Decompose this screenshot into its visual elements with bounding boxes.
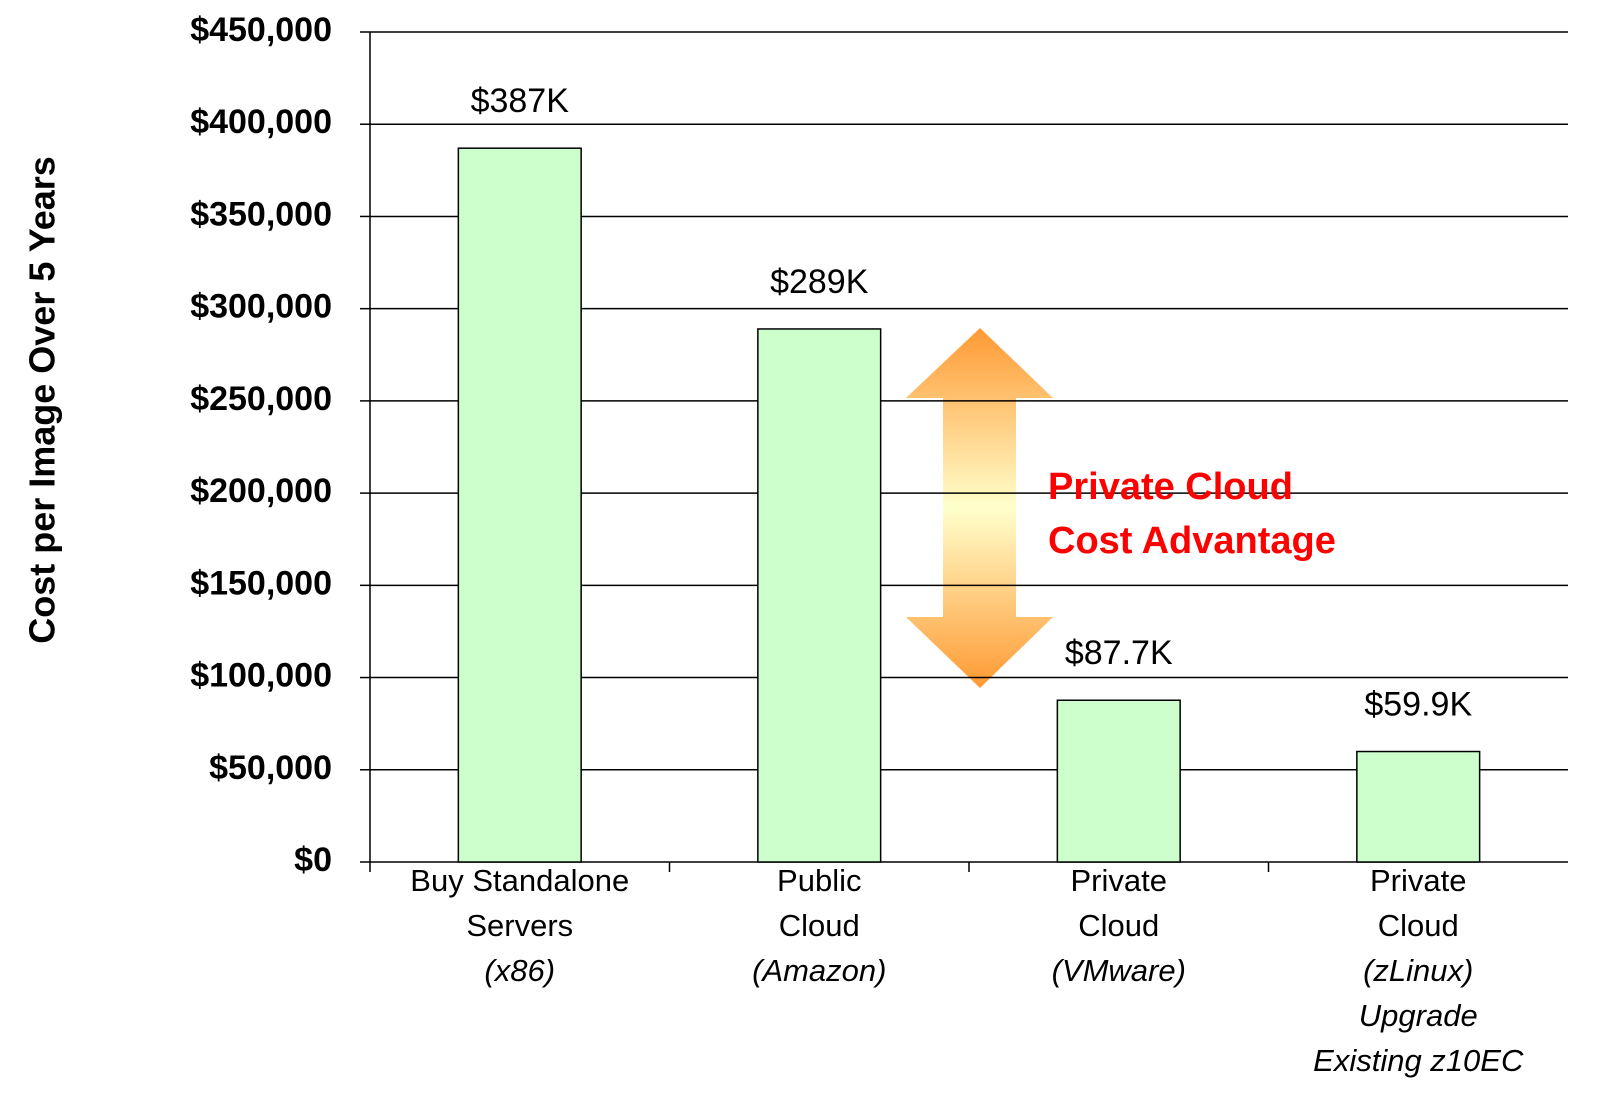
y-tick-label: $400,000 (190, 103, 332, 141)
y-axis-label: Cost per Image Over 5 Years (22, 156, 63, 644)
value-label: $59.9K (1364, 686, 1472, 724)
x-tick-label: Public (777, 863, 861, 898)
category-note: Upgrade (1359, 998, 1478, 1033)
y-tick-label: $100,000 (190, 657, 332, 695)
x-tick-label: Cloud (779, 908, 860, 943)
y-tick-label: $300,000 (190, 288, 332, 326)
y-tick-label: $450,000 (190, 11, 332, 49)
x-tick-label: Private (1071, 863, 1167, 898)
value-label: $289K (770, 263, 869, 301)
annotation: Cost Advantage (1048, 520, 1336, 562)
y-tick-label: $250,000 (190, 380, 332, 418)
y-tick-label: $0 (294, 841, 332, 879)
bar (1356, 750, 1481, 863)
category-note: (VMware) (1052, 953, 1186, 988)
x-tick-label: Cloud (1378, 908, 1459, 943)
category-note: (x86) (484, 953, 555, 988)
bar (1056, 699, 1181, 863)
category-note: Existing z10EC (1313, 1043, 1524, 1078)
annotation: Private Cloud (1048, 466, 1293, 508)
value-label: $87.7K (1065, 634, 1173, 672)
x-tick-label: Private (1370, 863, 1466, 898)
y-tick-label: $50,000 (209, 749, 332, 787)
x-tick-label: Buy Standalone (410, 863, 629, 898)
value-label: $387K (471, 82, 570, 120)
x-tick-label: Cloud (1078, 908, 1159, 943)
x-tick-label: Servers (466, 908, 573, 943)
category-note: (Amazon) (752, 953, 886, 988)
y-tick-label: $350,000 (190, 195, 332, 233)
y-tick-label: $150,000 (190, 564, 332, 602)
y-tick-label: $200,000 (190, 472, 332, 510)
bar (457, 147, 582, 863)
category-note: (zLinux) (1363, 953, 1473, 988)
arrow (906, 328, 1053, 688)
bar (757, 328, 882, 863)
